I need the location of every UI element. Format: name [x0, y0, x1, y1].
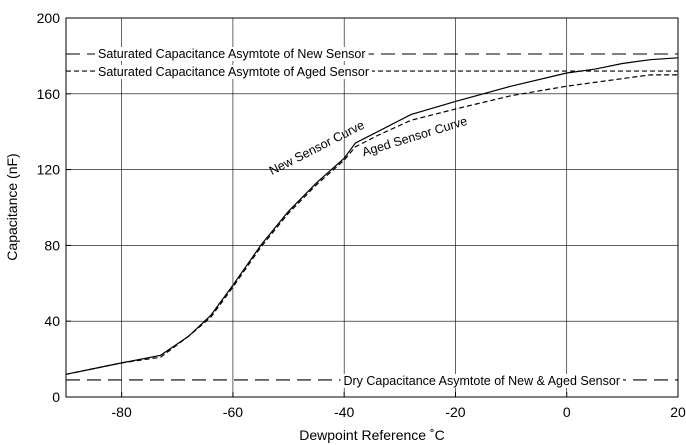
- asymptote-label: Dry Capacitance Asymtote of New & Aged S…: [343, 374, 620, 388]
- aged-sensor-curve: [65, 74, 678, 375]
- asymptote-label: Saturated Capacitance Asymtote of Aged S…: [98, 65, 369, 79]
- x-tick-label: 0: [563, 404, 571, 420]
- y-tick-label: 80: [44, 237, 60, 253]
- y-axis-ticks: 0 40 80 120 160 200: [37, 10, 71, 405]
- new-sensor-curve: [65, 57, 679, 375]
- y-tick-label: 160: [37, 86, 61, 102]
- x-tick-label: -20: [445, 404, 465, 420]
- y-tick-label: 40: [44, 313, 60, 329]
- y-tick-label: 200: [37, 10, 61, 26]
- x-axis-ticks: -80 -60 -40 -20 0 20: [112, 392, 686, 420]
- x-tick-label: -40: [334, 404, 354, 420]
- x-tick-label: -60: [223, 404, 243, 420]
- series-lines: [65, 57, 679, 375]
- asymptote-label: Saturated Capacitance Asymtote of New Se…: [98, 47, 366, 61]
- reference-lines: Saturated Capacitance Asymtote of New Se…: [66, 47, 678, 388]
- y-tick-label: 0: [52, 389, 60, 405]
- asymptote-label-background: [340, 373, 623, 388]
- asymptote-label-background: [95, 65, 373, 80]
- y-axis-label: Capacitance (nF): [4, 153, 20, 260]
- grid: [66, 18, 678, 397]
- asymptote-label-background: [95, 47, 369, 62]
- y-tick-label: 120: [37, 162, 61, 178]
- x-tick-label: -80: [112, 404, 132, 420]
- x-axis-label: Dewpoint Reference ˚C: [299, 427, 445, 443]
- plot-frame: [65, 17, 679, 398]
- x-tick-label: 20: [670, 404, 686, 420]
